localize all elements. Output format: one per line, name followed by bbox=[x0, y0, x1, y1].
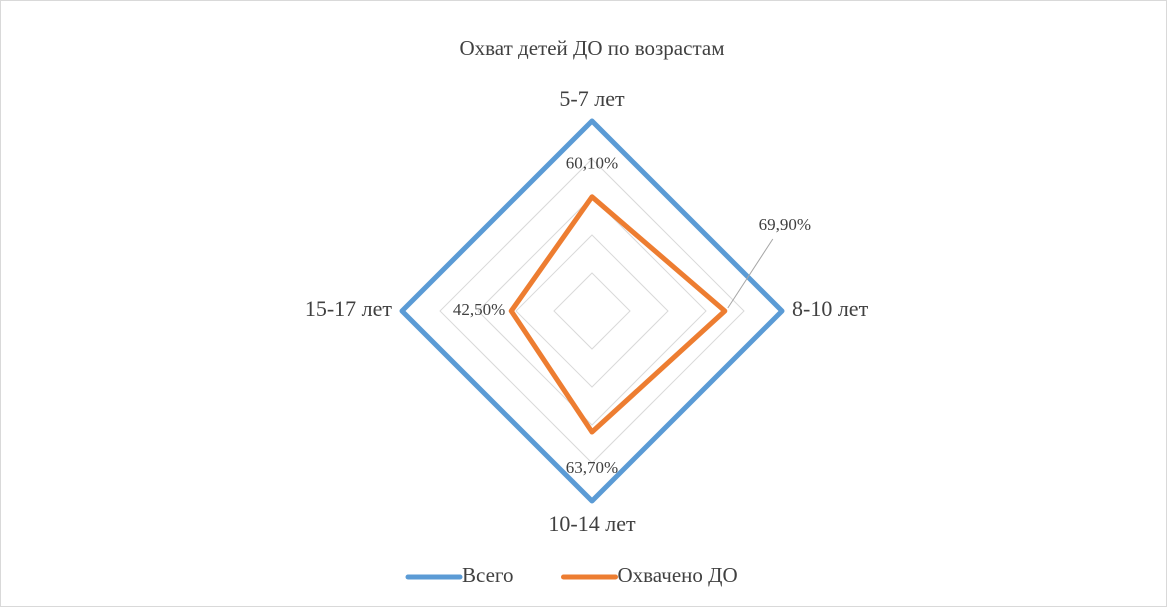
data-label: 42,50% bbox=[453, 300, 505, 319]
data-label: 69,90% bbox=[759, 215, 811, 234]
leader-line bbox=[727, 238, 774, 309]
series-line bbox=[508, 194, 728, 435]
grid-ring bbox=[477, 196, 707, 426]
legend-label: Всего bbox=[462, 563, 514, 587]
grid-ring bbox=[439, 158, 745, 464]
category-label: 8-10 лет bbox=[792, 296, 869, 321]
data-label: 63,70% bbox=[566, 458, 618, 477]
grid-ring bbox=[515, 234, 669, 388]
grid-ring bbox=[553, 272, 631, 350]
legend-label: Охвачено ДО bbox=[618, 563, 738, 587]
category-label: 10-14 лет bbox=[548, 511, 636, 536]
category-label: 5-7 лет bbox=[559, 86, 625, 111]
chart-title: Охват детей ДО по возрастам bbox=[460, 36, 725, 60]
category-label: 15-17 лет bbox=[305, 296, 393, 321]
data-label: 60,10% bbox=[566, 154, 618, 173]
series-line bbox=[399, 118, 785, 504]
